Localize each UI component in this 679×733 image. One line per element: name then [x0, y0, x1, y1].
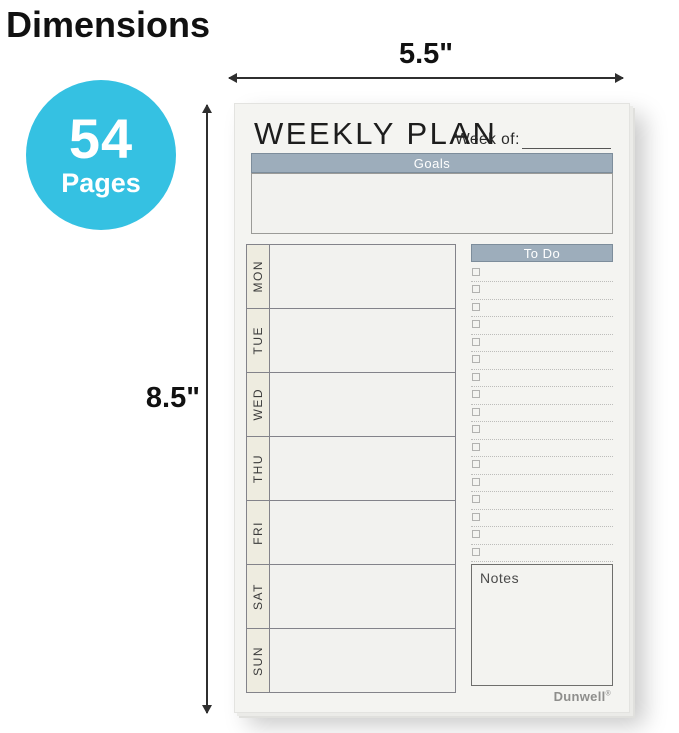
day-writing-area	[270, 245, 455, 308]
todo-row	[471, 387, 613, 405]
day-label: MON	[251, 260, 265, 293]
day-row-wed: WED	[247, 373, 455, 437]
day-label-cell: MON	[247, 245, 270, 308]
day-row-fri: FRI	[247, 501, 455, 565]
pages-badge: 54 Pages	[26, 80, 176, 230]
checkbox-icon	[472, 302, 480, 311]
checkbox-icon	[472, 337, 480, 346]
checkbox-icon	[472, 268, 480, 276]
checkbox-icon	[472, 320, 480, 329]
arrow-right-icon	[615, 73, 624, 83]
width-dimension-label: 5.5"	[398, 38, 454, 70]
day-label-cell: SUN	[247, 629, 270, 692]
todo-row	[471, 300, 613, 318]
day-writing-area	[270, 309, 455, 372]
todo-row	[471, 317, 613, 335]
todo-row	[471, 475, 613, 493]
checkbox-icon	[472, 442, 480, 451]
todo-row	[471, 492, 613, 510]
todo-row	[471, 405, 613, 423]
pages-label: Pages	[61, 168, 141, 199]
day-writing-area	[270, 501, 455, 564]
arrow-left-icon	[228, 73, 237, 83]
day-label: SAT	[251, 583, 265, 610]
checkbox-icon	[472, 495, 480, 504]
todo-row	[471, 422, 613, 440]
checkbox-icon	[472, 460, 480, 469]
day-label: THU	[251, 453, 265, 484]
day-label-cell: WED	[247, 373, 270, 436]
weekly-planner-pad: WEEKLY PLAN Week of: Goals MON TUE WED THU F…	[234, 103, 630, 713]
day-label: WED	[251, 388, 265, 421]
arrow-up-icon	[202, 104, 212, 113]
day-row-tue: TUE	[247, 309, 455, 373]
notes-box: Notes	[471, 564, 613, 686]
todo-row	[471, 527, 613, 545]
todo-row	[471, 370, 613, 388]
checkbox-icon	[472, 407, 480, 416]
day-label-cell: TUE	[247, 309, 270, 372]
notes-label: Notes	[480, 570, 520, 586]
todo-row	[471, 510, 613, 528]
day-row-sat: SAT	[247, 565, 455, 629]
pages-count: 54	[68, 107, 134, 171]
day-writing-area	[270, 373, 455, 436]
week-of-field: Week of:	[455, 131, 611, 149]
todo-row	[471, 440, 613, 458]
goals-header-bar: Goals	[251, 153, 613, 173]
todo-row	[471, 282, 613, 300]
checkbox-icon	[472, 512, 480, 521]
day-writing-area	[270, 437, 455, 500]
day-label-cell: FRI	[247, 501, 270, 564]
width-dimension-arrow	[228, 73, 624, 83]
day-label: FRI	[251, 520, 265, 545]
day-row-mon: MON	[247, 245, 455, 309]
todo-row	[471, 352, 613, 370]
height-dimension-label: 8.5"	[145, 382, 200, 414]
checkbox-icon	[472, 372, 480, 381]
checkbox-icon	[472, 477, 480, 486]
day-label: SUN	[251, 645, 265, 676]
todo-header-bar: To Do	[471, 244, 613, 262]
todo-list	[471, 265, 613, 562]
week-of-label: Week of:	[455, 131, 520, 148]
page-title: Dimensions	[6, 4, 211, 45]
todo-row	[471, 545, 613, 562]
height-dimension-arrow	[202, 104, 212, 714]
checkbox-icon	[472, 355, 480, 364]
day-label-cell: THU	[247, 437, 270, 500]
day-writing-area	[270, 565, 455, 628]
day-row-sun: SUN	[247, 629, 455, 692]
todo-row	[471, 457, 613, 475]
todo-row	[471, 265, 613, 283]
registered-mark: ®	[605, 690, 611, 698]
checkbox-icon	[472, 425, 480, 434]
planner-title: WEEKLY PLAN	[254, 116, 498, 151]
checkbox-icon	[472, 547, 480, 556]
goals-writing-area	[251, 173, 613, 234]
todo-row	[471, 335, 613, 353]
day-grid: MON TUE WED THU FRI SAT SUN	[246, 244, 456, 693]
arrow-down-icon	[202, 705, 212, 714]
brand-logo: Dunwell®	[554, 689, 611, 704]
brand-name: Dunwell	[553, 689, 606, 704]
day-row-thu: THU	[247, 437, 455, 501]
day-label-cell: SAT	[247, 565, 270, 628]
day-writing-area	[270, 629, 455, 692]
checkbox-icon	[472, 530, 480, 539]
week-of-blank-line	[521, 132, 611, 149]
checkbox-icon	[472, 390, 480, 399]
day-label: TUE	[251, 326, 265, 355]
checkbox-icon	[472, 285, 480, 294]
